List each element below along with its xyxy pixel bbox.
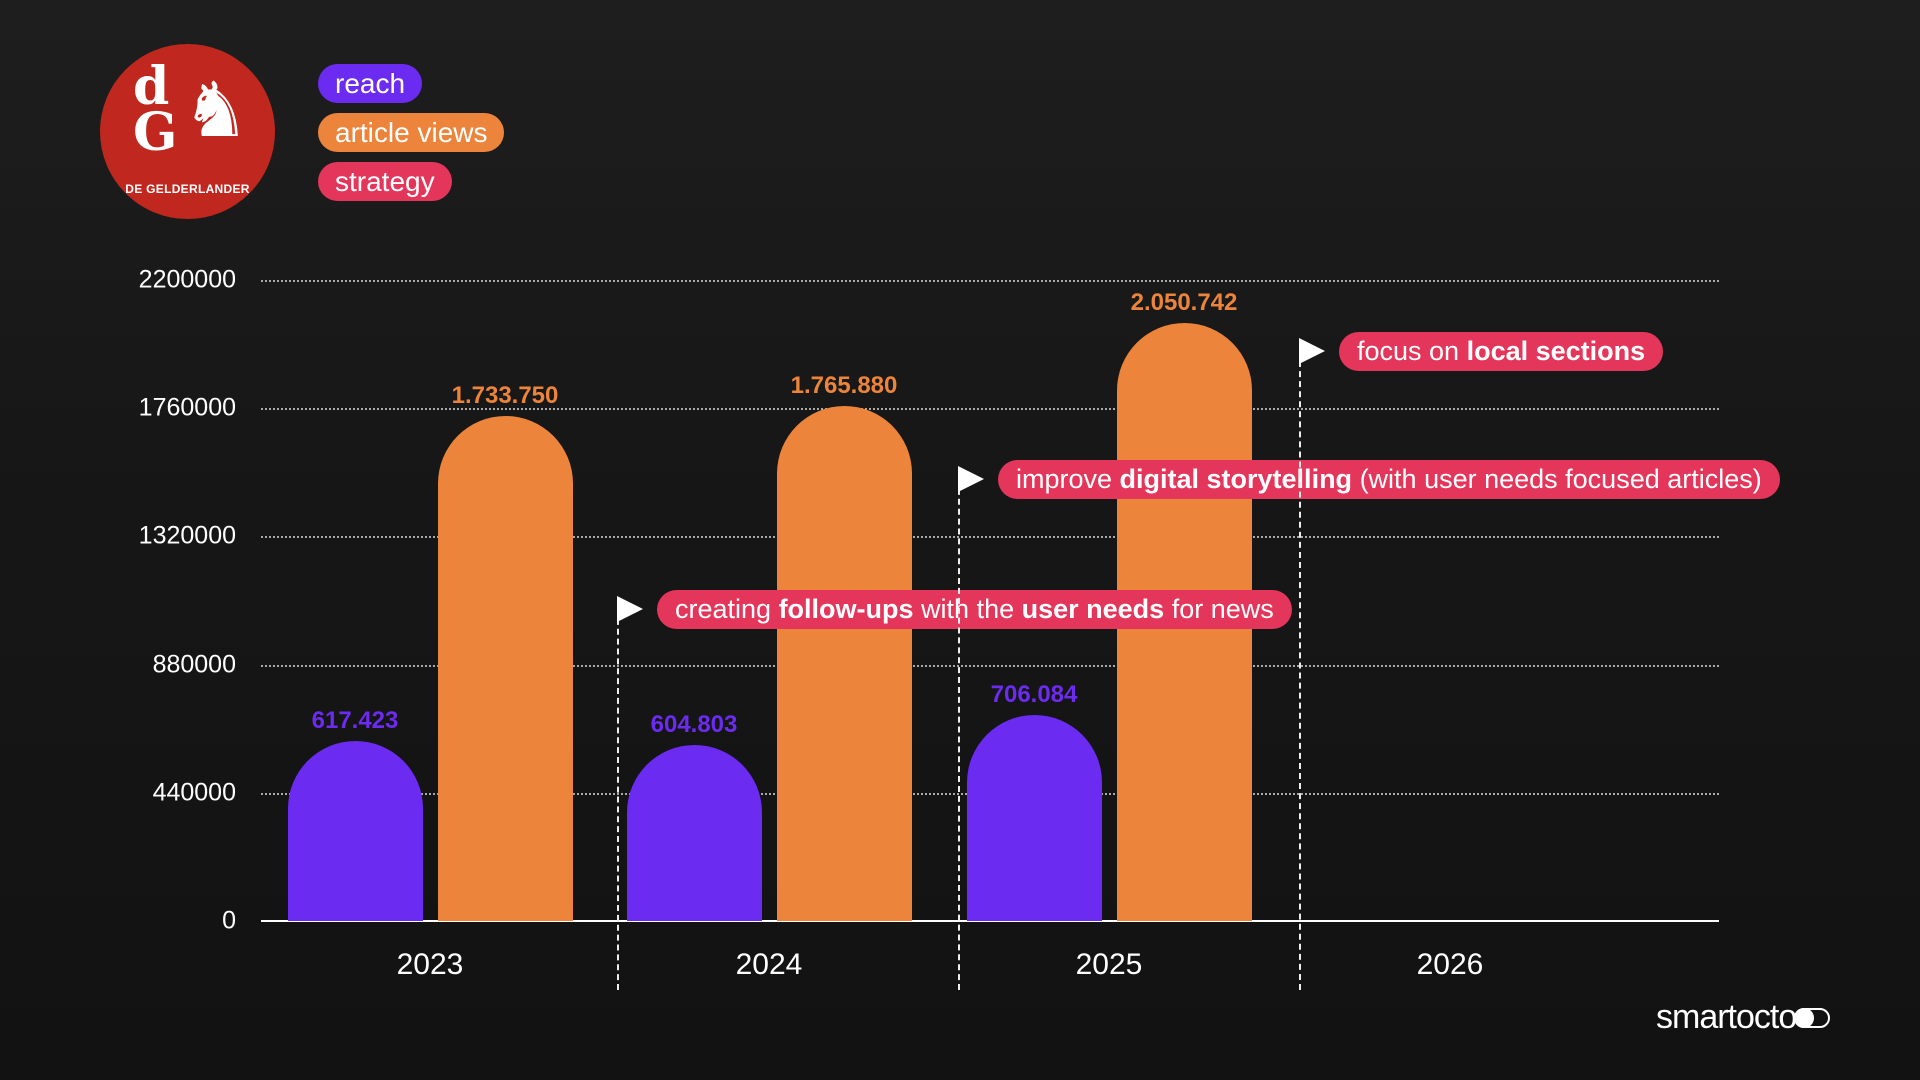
strategy-annotation: creating follow-ups with the user needs … [657, 590, 1292, 629]
logo-name: DE GELDERLANDER [125, 182, 250, 196]
y-tick-label: 440000 [152, 778, 236, 807]
horse-rider-icon: ♞ [182, 68, 251, 153]
data-label: 706.084 [990, 681, 1078, 709]
annotation-text: improve [1016, 464, 1120, 494]
strategy-divider [617, 609, 619, 990]
annotation-emphasis: follow-ups [778, 594, 914, 624]
data-label: 1.733.750 [451, 381, 559, 409]
data-label: 2.050.742 [1130, 289, 1238, 317]
bar-reach-2025 [967, 715, 1102, 921]
x-tick-label: 2023 [396, 948, 464, 981]
play-arrow-icon [1299, 338, 1325, 364]
strategy-annotation: improve digital storytelling (with user … [998, 460, 1780, 499]
annotation-text: focus on [1357, 336, 1467, 366]
legend-strategy: strategy [318, 162, 452, 201]
annotation-text: (with user needs focused articles) [1352, 464, 1762, 494]
x-tick-label: 2025 [1075, 948, 1143, 981]
annotation-emphasis: digital storytelling [1119, 464, 1353, 494]
annotation-text: creating [675, 594, 779, 624]
data-label: 604.803 [650, 710, 738, 738]
y-tick-label: 1320000 [138, 521, 236, 550]
y-tick-label: 880000 [152, 650, 236, 679]
gridline [261, 280, 1719, 282]
annotation-text: for news [1164, 594, 1274, 624]
data-label: 1.765.880 [790, 372, 898, 400]
y-tick-label: 1760000 [138, 393, 236, 422]
y-tick-label: 0 [222, 906, 236, 935]
x-tick-label: 2026 [1416, 948, 1484, 981]
strategy-divider [958, 479, 960, 990]
x-axis-line [261, 920, 1719, 922]
x-tick-label: 2024 [735, 948, 803, 981]
bar-article-views-2024 [777, 406, 912, 921]
annotation-emphasis: user needs [1021, 594, 1165, 624]
legend-article-views: article views [318, 113, 505, 152]
annotation-text: with the [913, 594, 1022, 624]
gridline [261, 408, 1719, 411]
annotation-emphasis: local sections [1466, 336, 1646, 366]
strategy-annotation: focus on local sections [1339, 332, 1664, 371]
smartocto-logo: smartocto [1656, 998, 1831, 1037]
legend-reach: reach [318, 64, 423, 103]
gridline [261, 664, 1719, 667]
strategy-divider [1299, 351, 1301, 990]
bar-reach-2024 [627, 744, 762, 921]
play-arrow-icon [617, 596, 643, 622]
play-arrow-icon [958, 466, 984, 492]
toggle-icon [1794, 1007, 1831, 1028]
bar-reach-2023 [288, 741, 423, 921]
data-label: 617.423 [311, 707, 399, 735]
bar-article-views-2023 [438, 415, 573, 921]
brand-name: smartocto [1656, 998, 1797, 1036]
gridline [261, 536, 1719, 539]
y-tick-label: 2200000 [138, 265, 236, 294]
